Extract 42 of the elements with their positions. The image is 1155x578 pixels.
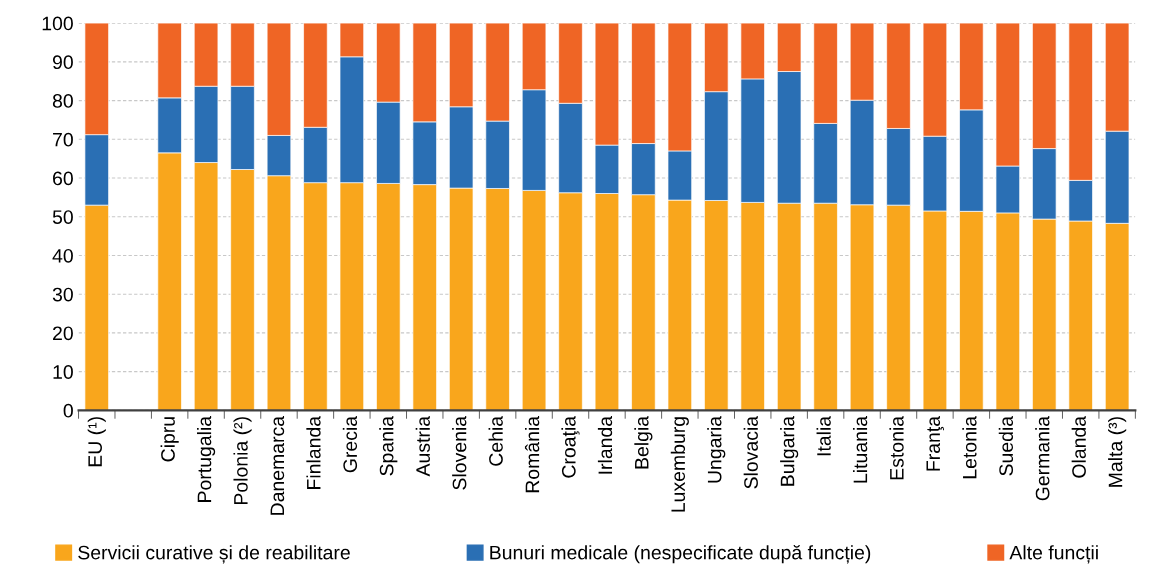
y-tick-label: 50 — [52, 210, 73, 224]
x-tick-label: Germania — [1035, 415, 1050, 501]
x-tick-label: Luxemburg — [670, 417, 689, 512]
legend-label: Bunuri medicale (nespecificate după funcție) — [490, 544, 871, 564]
x-tick-label: Estonia — [889, 415, 904, 480]
x-tick-label: Letonia — [962, 415, 977, 479]
y-tick-label: 0 — [63, 403, 73, 418]
x-tick-label: Irlanda — [597, 415, 613, 474]
legend-label: Alte funcții — [1009, 545, 1098, 564]
y-tick-label: 80 — [52, 94, 73, 108]
x-tick-label: România — [524, 415, 540, 493]
x-tick-label: Danemarca — [270, 415, 285, 515]
y-tick-label: 100 — [42, 16, 73, 31]
x-tick-label: EU (¹) — [87, 417, 106, 467]
x-tick-label: Lituania — [852, 415, 868, 483]
x-tick-label: Ungaria — [707, 415, 726, 483]
x-tick-label: Franţa — [926, 415, 944, 471]
y-tick-label: 60 — [53, 171, 73, 186]
x-tick-label: Polonia (²) — [233, 417, 252, 505]
y-tick-label: 70 — [53, 132, 73, 147]
x-tick-label: Bulgaria — [780, 415, 799, 486]
x-tick-label: Croaţia — [561, 415, 580, 478]
y-tick-label: 20 — [53, 326, 73, 341]
x-tick-label: Cehia — [488, 415, 503, 466]
y-tick-label: 90 — [52, 55, 73, 70]
y-tick-label: 30 — [52, 287, 73, 302]
y-tick-label: 40 — [52, 248, 73, 263]
x-tick-label: Italia — [816, 415, 831, 456]
x-tick-label: Finlanda — [306, 415, 321, 489]
x-tick-label: Cipru — [160, 417, 179, 462]
x-tick-label: Olanda — [1071, 415, 1086, 478]
x-tick-label: Slovacia — [743, 415, 758, 489]
x-tick-label: Belgia — [634, 415, 653, 469]
legend-label: Servicii curative și de reabilitare — [78, 545, 350, 564]
x-tick-label: Slovenia — [452, 415, 467, 490]
x-tick-label: Spania — [379, 415, 398, 476]
x-tick-label: Grecia — [342, 415, 358, 473]
x-tick-label: Suedia — [998, 415, 1014, 476]
y-tick-label: 10 — [53, 365, 73, 379]
x-tick-label: Austria — [415, 415, 430, 477]
x-tick-label: Portugalia — [197, 415, 216, 502]
x-tick-label: Malta (³) — [1108, 417, 1127, 487]
